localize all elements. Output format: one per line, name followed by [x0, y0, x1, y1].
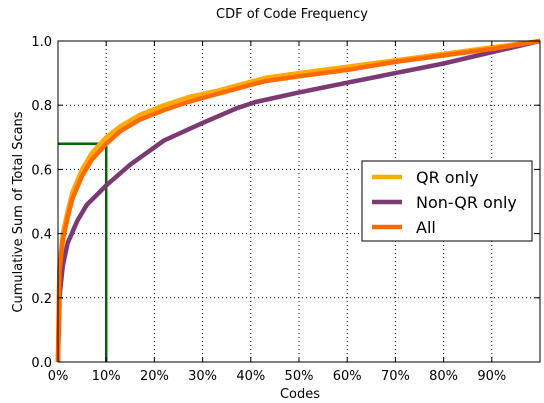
x-tick-label: 70%: [381, 369, 410, 384]
y-tick-label: 1.0: [31, 35, 52, 50]
x-axis-label: Codes: [280, 387, 320, 402]
chart-title: CDF of Code Frequency: [216, 7, 368, 22]
x-tick-label: 60%: [333, 369, 362, 384]
legend-label-2: All: [416, 218, 436, 237]
y-tick-label: 0.8: [31, 99, 52, 114]
x-tick-label: 50%: [285, 369, 314, 384]
legend-label-1: Non-QR only: [416, 193, 517, 212]
axis-ticks: 0% 10% 20% 30% 40% 50% 60% 70% 80% 90% 0.0 0.2 0.4 0.…: [31, 35, 540, 384]
legend-label-0: QR only: [416, 168, 479, 187]
x-tick-label: 80%: [429, 369, 458, 384]
x-tick-label: 40%: [236, 369, 265, 384]
x-tick-label: 20%: [140, 369, 169, 384]
y-tick-label: 0.2: [31, 292, 52, 307]
x-tick-label: 90%: [477, 369, 506, 384]
x-tick-label: 30%: [188, 369, 217, 384]
y-tick-label: 0.6: [31, 163, 52, 178]
series-line-1: [55, 38, 541, 363]
x-tick-label: 10%: [92, 369, 121, 384]
series-line-2: [55, 38, 541, 363]
y-tick-label: 0.4: [31, 228, 52, 243]
series-lines: [55, 38, 541, 363]
legend: QR only Non-QR only All: [361, 160, 533, 242]
y-tick-label: 0.0: [31, 356, 52, 371]
y-axis-label: Cumulative Sum of Total Scans: [11, 111, 26, 312]
x-tick-label: 0%: [48, 369, 69, 384]
